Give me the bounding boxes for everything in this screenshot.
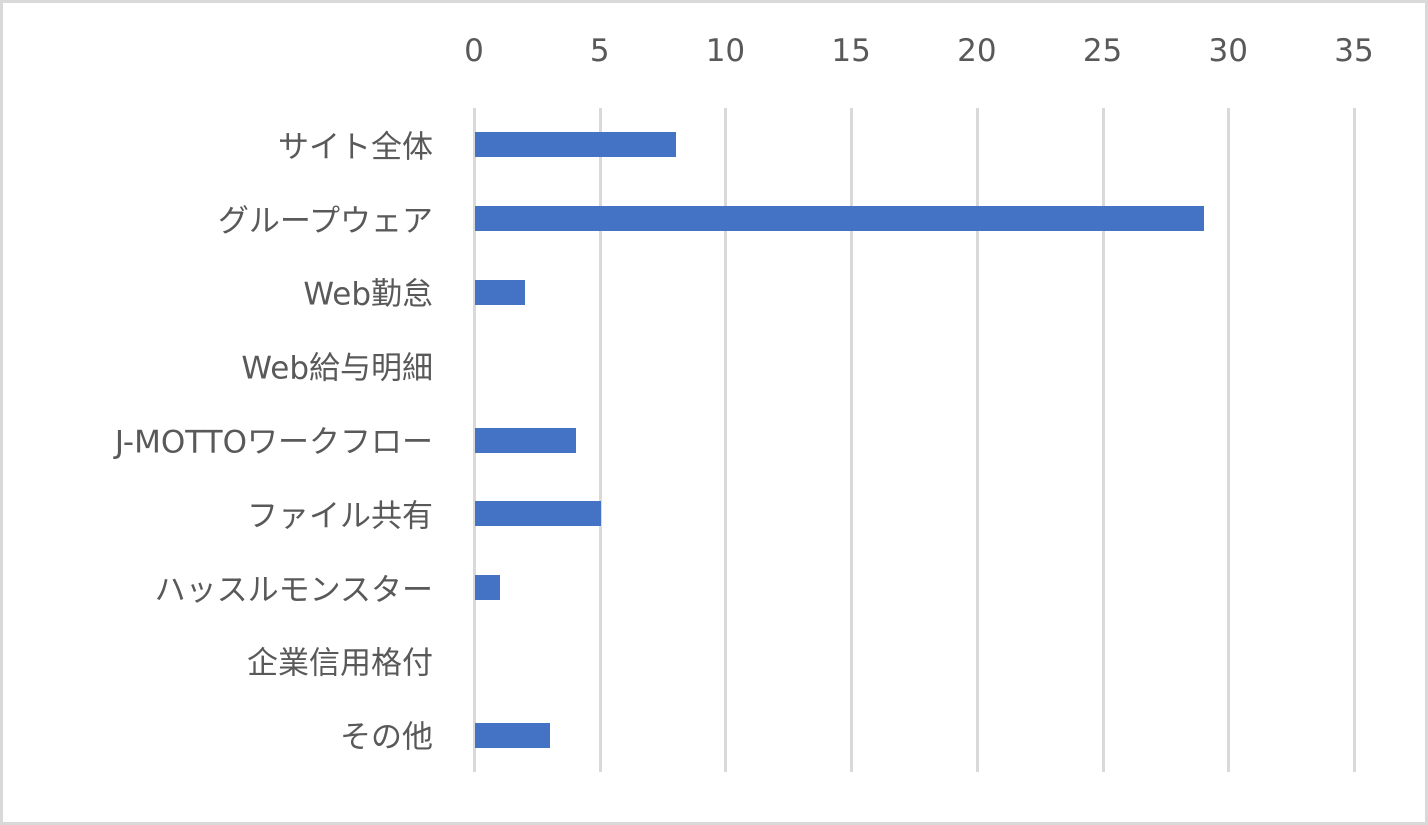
x-tick-label: 30 — [1208, 33, 1249, 69]
x-tick-label: 0 — [464, 33, 484, 69]
category-label: 企業信用格付 — [247, 645, 433, 682]
gridline — [1101, 108, 1105, 772]
category-label: ファイル共有 — [247, 498, 433, 535]
x-tick-label: 20 — [957, 33, 997, 69]
gridline — [1227, 108, 1231, 772]
gridline — [1353, 108, 1356, 772]
x-tick-label: 35 — [1334, 33, 1374, 69]
category-label: Web給与明細 — [241, 350, 433, 387]
bar — [475, 722, 551, 748]
category-label: J-MOTTOワークフロー — [114, 424, 433, 461]
bar — [475, 575, 501, 601]
bar — [475, 206, 1205, 232]
x-tick-label: 5 — [589, 33, 610, 69]
category-label: その他 — [340, 719, 433, 756]
category-label: Web勤怠 — [303, 276, 433, 313]
bar — [475, 427, 576, 453]
gridline — [598, 108, 602, 772]
bar — [475, 132, 677, 158]
category-label: ハッスルモンスター — [154, 572, 433, 609]
category-label: グループウェア — [217, 203, 433, 240]
gridline — [850, 108, 854, 772]
gridline — [724, 108, 728, 772]
gridline — [975, 108, 979, 772]
x-tick-label: 25 — [1082, 33, 1123, 69]
category-label: サイト全体 — [278, 129, 433, 166]
bar — [475, 279, 526, 305]
gridline — [473, 108, 476, 772]
x-tick-label: 15 — [831, 33, 871, 69]
plot-area — [473, 108, 1356, 772]
bar — [475, 501, 601, 527]
x-tick-label: 10 — [705, 33, 746, 69]
